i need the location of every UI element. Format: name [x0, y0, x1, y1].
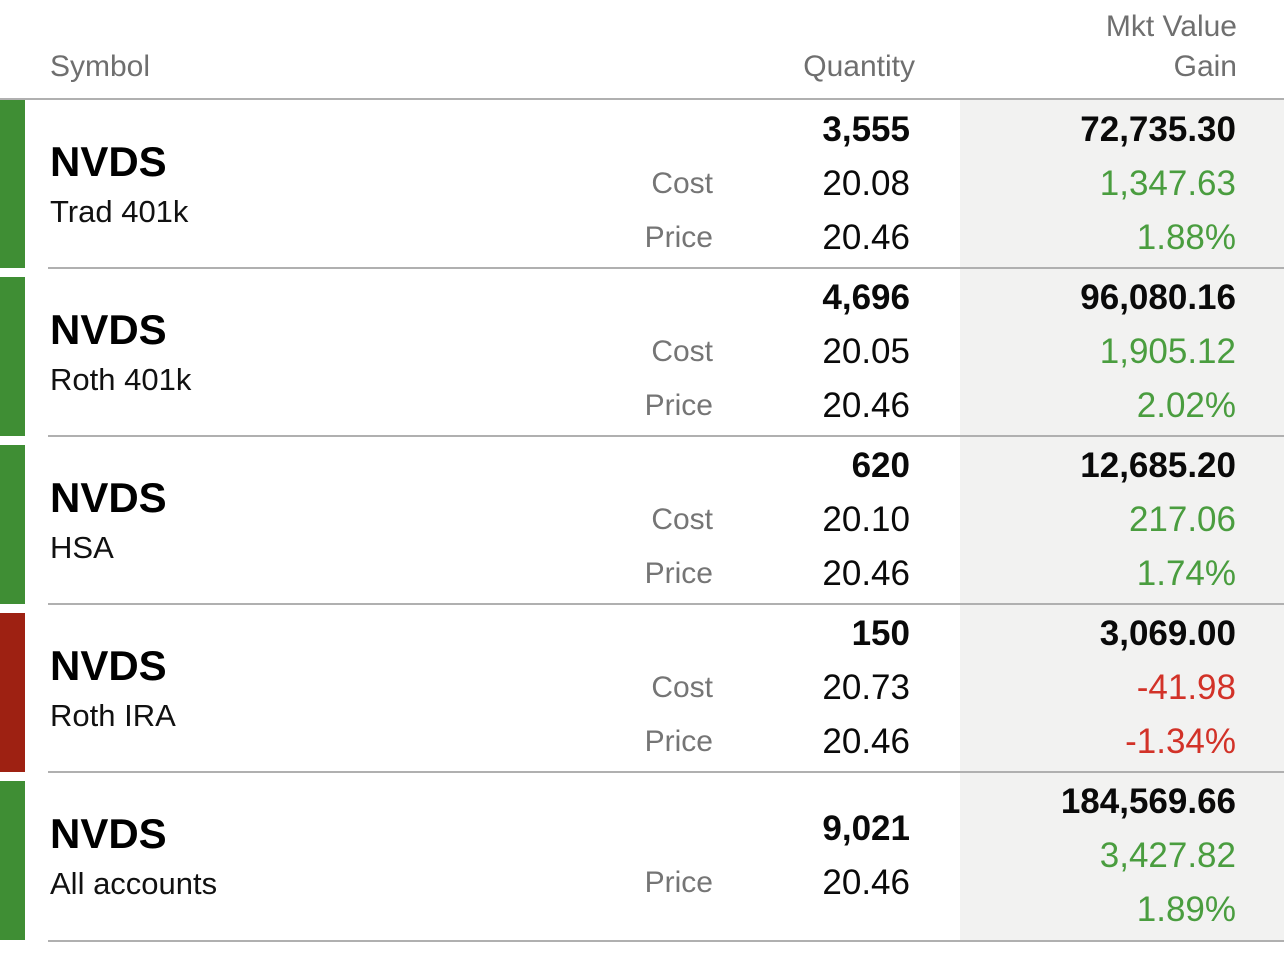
cost-label: Cost: [651, 671, 713, 704]
quantity-value: 150: [851, 614, 910, 653]
market-value: 3,069.00: [1099, 614, 1236, 653]
position-row-roth-401k[interactable]: NVDS Roth 401k Cost Price 4,696 20.05 20…: [0, 267, 1284, 436]
position-row-trad-401k[interactable]: NVDS Trad 401k Cost Price 3,555 20.08 20…: [0, 100, 1284, 268]
price-label: Price: [644, 221, 713, 254]
account-name: Roth 401k: [50, 362, 192, 397]
price-label: Price: [644, 866, 713, 899]
mkt-value-column-header[interactable]: Mkt Value: [1105, 10, 1237, 43]
table-bottom-divider: [48, 940, 1284, 942]
gain-accent-bar: [0, 445, 25, 604]
account-name: Trad 401k: [50, 194, 189, 229]
cost-value: 20.05: [822, 332, 910, 371]
quantity-value: 9,021: [822, 809, 910, 848]
cost-value: 20.73: [822, 668, 910, 707]
price-label: Price: [644, 389, 713, 422]
position-row-roth-ira[interactable]: NVDS Roth IRA Cost Price 150 20.73 20.46…: [0, 603, 1284, 772]
cost-value: 20.10: [822, 500, 910, 539]
account-name: Roth IRA: [50, 698, 176, 733]
symbol: NVDS: [50, 138, 167, 185]
price-value: 20.46: [822, 386, 910, 425]
gain-value: 3,427.82: [1099, 836, 1236, 875]
loss-accent-bar: [0, 613, 25, 772]
gain-accent-bar: [0, 100, 25, 268]
symbol-column-header: Symbol: [50, 50, 151, 83]
price-value: 20.46: [822, 863, 910, 902]
gain-accent-bar: [0, 277, 25, 436]
gain-value: 217.06: [1128, 500, 1236, 539]
market-value: 184,569.66: [1060, 782, 1236, 821]
price-value: 20.46: [822, 722, 910, 761]
quantity-value: 4,696: [822, 278, 910, 317]
gain-percent: 2.02%: [1136, 386, 1236, 425]
symbol: NVDS: [50, 474, 167, 521]
gain-percent: 1.88%: [1136, 218, 1236, 257]
price-label: Price: [644, 557, 713, 590]
symbol: NVDS: [50, 306, 167, 353]
price-value: 20.46: [822, 218, 910, 257]
market-value: 12,685.20: [1080, 446, 1236, 485]
gain-accent-bar: [0, 781, 25, 940]
gain-percent: 1.89%: [1136, 890, 1236, 929]
quantity-value: 620: [851, 446, 910, 485]
quantity-column-header[interactable]: Quantity: [803, 50, 915, 83]
quantity-value: 3,555: [822, 110, 910, 149]
price-label: Price: [644, 725, 713, 758]
gain-column-header[interactable]: Gain: [1173, 50, 1237, 83]
position-row-all-accounts[interactable]: NVDS All accounts Price 9,021 20.46 184,…: [0, 771, 1284, 940]
loss-value: -41.98: [1136, 668, 1236, 707]
table-header: Symbol Quantity Mkt Value Gain: [0, 0, 1284, 100]
cost-label: Cost: [651, 503, 713, 536]
gain-percent: 1.74%: [1136, 554, 1236, 593]
cost-value: 20.08: [822, 164, 910, 203]
cost-label: Cost: [651, 335, 713, 368]
symbol: NVDS: [50, 642, 167, 689]
gain-value: 1,905.12: [1099, 332, 1236, 371]
market-value: 72,735.30: [1080, 110, 1236, 149]
gain-value: 1,347.63: [1099, 164, 1236, 203]
account-name: HSA: [50, 530, 114, 565]
price-value: 20.46: [822, 554, 910, 593]
market-value: 96,080.16: [1080, 278, 1236, 317]
symbol: NVDS: [50, 810, 167, 857]
loss-percent: -1.34%: [1125, 722, 1236, 761]
cost-label: Cost: [651, 167, 713, 200]
account-name: All accounts: [50, 866, 218, 901]
position-row-hsa[interactable]: NVDS HSA Cost Price 620 20.10 20.46 12,6…: [0, 435, 1284, 604]
